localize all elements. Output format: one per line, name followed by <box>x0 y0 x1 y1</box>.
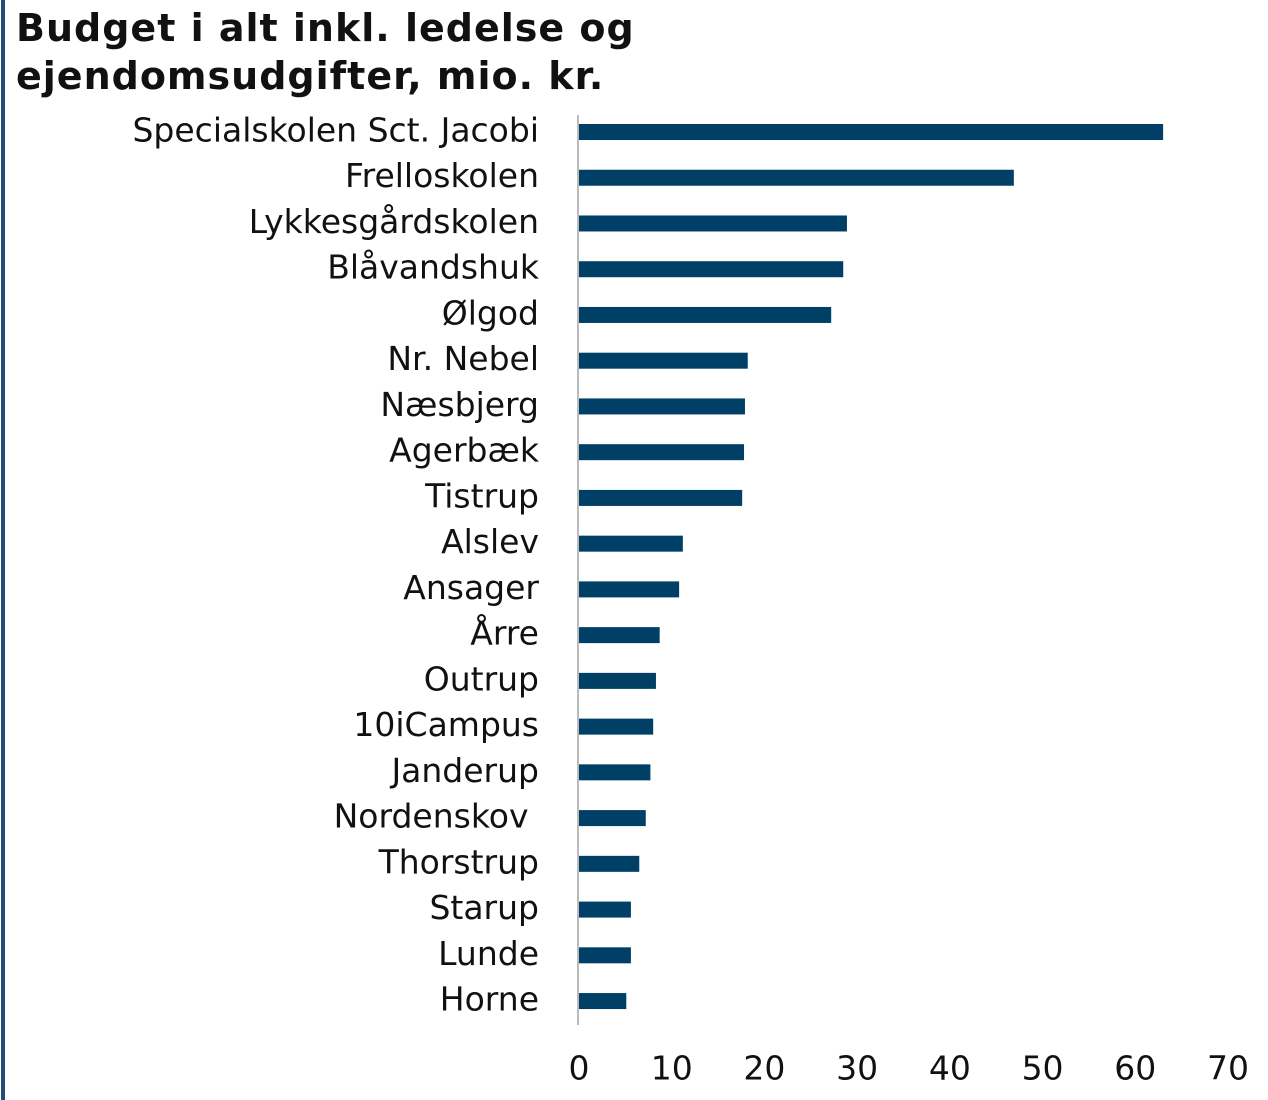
bar <box>579 444 745 461</box>
bar <box>579 627 660 644</box>
y-tick-label: Lykkesgårdskolen <box>249 202 539 241</box>
bar <box>579 947 631 964</box>
bar <box>579 215 847 232</box>
x-tick-label: 30 <box>836 1049 878 1088</box>
x-tick-label: 60 <box>1114 1049 1156 1088</box>
y-tick-label: Agerbæk <box>389 431 540 470</box>
bar <box>579 124 1164 140</box>
x-tick-label: 0 <box>569 1049 590 1088</box>
y-tick-label: 10iCampus <box>353 705 539 744</box>
bar <box>579 764 651 781</box>
bar <box>579 810 646 827</box>
bar <box>579 855 640 872</box>
y-tick-label: Lunde <box>438 934 539 973</box>
y-tick-label: Nordenskov <box>334 797 539 836</box>
bar <box>579 993 627 1010</box>
y-tick-label: Nr. Nebel <box>387 339 539 378</box>
bar <box>579 672 656 689</box>
y-tick-label: Ansager <box>403 568 539 607</box>
x-tick-label: 70 <box>1207 1049 1249 1088</box>
y-tick-label: Starup <box>429 888 539 927</box>
bar <box>579 581 680 598</box>
x-tick-label: 20 <box>743 1049 785 1088</box>
bar <box>579 901 631 918</box>
y-tick-label: Næsbjerg <box>380 385 539 424</box>
bar <box>579 306 832 323</box>
y-tick-label: Janderup <box>389 751 539 790</box>
bar <box>579 535 683 552</box>
bar <box>579 169 1014 186</box>
y-tick-label: Tistrup <box>424 476 539 515</box>
chart-title: Budget i alt inkl. ledelse og ejendomsud… <box>16 6 635 98</box>
y-tick-label: Thorstrup <box>378 842 539 881</box>
y-tick-label: Horne <box>440 980 539 1019</box>
x-tick-label: 10 <box>651 1049 693 1088</box>
bar <box>579 489 743 506</box>
bar <box>579 261 844 278</box>
x-tick-label: 50 <box>1022 1049 1064 1088</box>
y-tick-label: Outrup <box>424 659 539 698</box>
y-tick-label: Ølgod <box>442 293 539 332</box>
bar <box>579 352 748 369</box>
x-tick-label: 40 <box>929 1049 971 1088</box>
y-tick-label: Alslev <box>441 522 539 561</box>
y-tick-label: Blåvandshuk <box>327 248 540 287</box>
y-tick-label: Specialskolen Sct. Jacobi <box>132 111 539 150</box>
bar <box>579 398 745 415</box>
y-tick-label: Frelloskolen <box>345 156 539 195</box>
bar <box>579 718 654 735</box>
y-tick-label: Årre <box>470 613 539 653</box>
